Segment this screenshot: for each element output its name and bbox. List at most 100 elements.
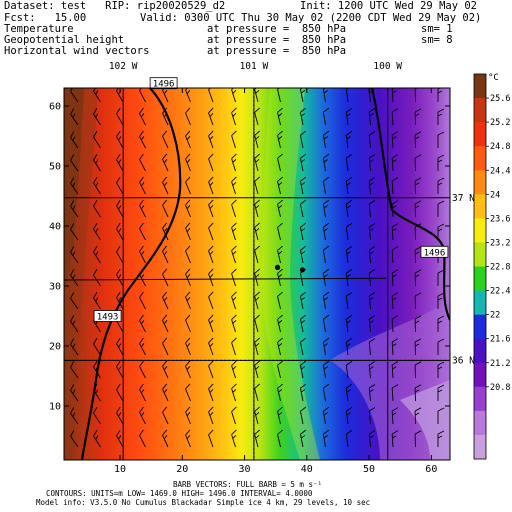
y-tick-label: 50 [49,162,61,173]
barb-flag [93,154,98,161]
barb-flag [139,314,144,321]
barb-flag [277,360,283,366]
wind-barb [414,407,422,425]
barb-half-flag [186,228,191,232]
barb-flag [414,154,422,159]
barb-half-flag [300,320,306,324]
barb-flag [300,130,307,136]
barb-flag [231,406,237,412]
colorbar-swatch [474,170,486,195]
wind-barb [277,222,283,241]
wind-barb [162,406,169,425]
barb-half-flag [278,412,283,416]
wind-barb [70,338,79,356]
barb-flag [162,360,168,367]
barb-half-flag [323,343,328,347]
barb-shaft [322,158,326,172]
barb-shaft [139,228,146,241]
barb-flag [414,361,422,366]
barb-flag [162,406,168,413]
wind-barb [345,383,353,402]
x-tick-label: 20 [176,464,188,475]
colorbar-swatch [474,194,486,219]
wind-barb [116,176,124,195]
barb-flag [300,383,307,389]
barb-shaft [208,365,214,379]
wind-barb [391,338,399,356]
wind-barb [116,268,124,287]
barb-flag [231,153,237,159]
wind-barb [231,153,237,172]
barb-shaft [70,91,79,103]
field-name-temperature: Temperature [4,23,74,35]
barb-flag [231,360,237,366]
colorbar-swatch [474,386,486,412]
barb-shaft [139,90,146,103]
barb-half-flag [209,181,214,186]
wind-barb [368,223,376,241]
wind-barb [322,268,330,287]
wind-barb [437,154,445,171]
barb-shaft [277,342,281,356]
barb-shaft [116,389,124,402]
barb-shaft [93,228,101,241]
barb-flag [300,199,307,205]
barb-flag [185,383,191,390]
barb-half-flag [186,297,191,301]
barb-shaft [368,204,371,218]
barb-flag [346,245,353,251]
barb-flag [162,153,168,160]
barb-flag [139,429,144,436]
barb-half-flag [346,389,351,393]
wind-barb [414,430,422,448]
barb-half-flag [118,412,122,417]
barb-flag [70,154,75,161]
barb-shaft [70,275,79,287]
barb-shaft [70,160,79,172]
barb-flag [70,269,75,276]
barb-shaft [208,227,214,241]
barb-half-flag [163,389,168,394]
barb-flag [208,176,214,183]
height-contour-line [370,88,450,321]
barb-shaft [116,90,124,103]
barb-half-flag [414,136,420,140]
wind-barb [437,108,445,125]
barb-flag [437,154,445,159]
barb-flag [185,337,191,344]
wind-barb [185,153,191,172]
wind-barb [300,107,307,126]
barb-flag [368,361,376,366]
wind-barb [139,88,146,103]
wind-barb [185,130,191,149]
station-dot [274,264,281,270]
barb-shaft [208,158,214,172]
colorbar-label: 23.2 [490,238,510,248]
barb-flag [437,177,445,182]
barb-half-flag [323,136,328,140]
barb-shaft [93,412,101,425]
barb-shaft [368,434,371,448]
barb-shaft [162,412,169,425]
barb-shaft [70,114,79,126]
wind-barb [322,314,330,333]
wind-barb [93,246,101,264]
barb-flag [70,131,75,138]
height-contour-line [80,88,182,460]
barb-flag [277,130,283,136]
wind-barb [254,245,260,264]
wind-barb [70,177,79,195]
barb-shaft [185,365,191,379]
wind-barb [391,292,399,310]
barb-flag [391,246,399,251]
wind-barb [322,222,330,241]
barb-flag [346,222,353,228]
wind-barb [300,406,307,425]
barb-half-flag [140,274,145,279]
barb-shaft [254,296,259,310]
barb-half-flag [232,89,237,94]
colorbar-swatch [474,266,486,291]
barb-shaft [185,112,191,126]
barb-flag [391,430,399,435]
barb-flag [391,407,399,412]
